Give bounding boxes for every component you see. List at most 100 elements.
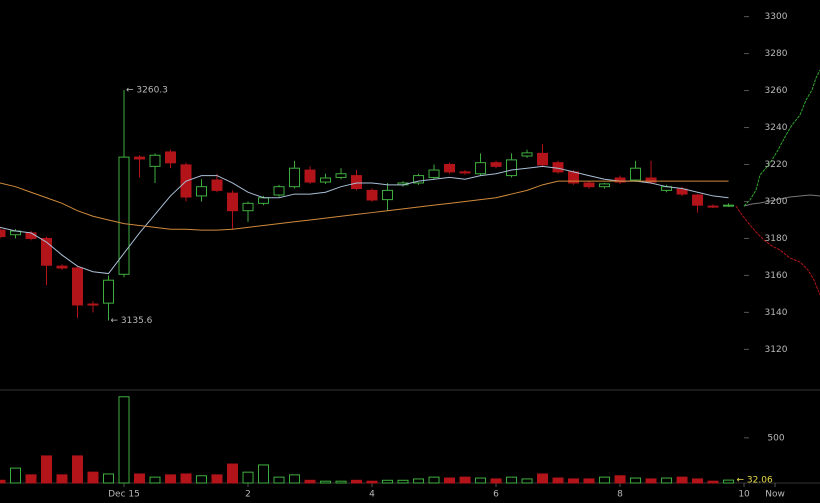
y-tick-label: 3160 — [765, 271, 788, 281]
y-tick-label: 3120 — [765, 345, 788, 355]
y-tick-label: 3260 — [765, 86, 788, 96]
volume-bar — [180, 473, 192, 484]
volume-bar — [583, 478, 595, 484]
volume-bar — [444, 477, 456, 484]
volume-bar — [397, 479, 409, 484]
volume-bar — [707, 480, 719, 484]
candle-body — [583, 182, 595, 188]
volume-tick-label: 500 — [767, 433, 784, 443]
depth-bid — [743, 69, 820, 207]
candle-body — [366, 189, 378, 201]
volume-bar — [289, 474, 301, 484]
y-tick-label: 3140 — [765, 308, 788, 318]
candle-body — [506, 159, 518, 177]
candle-body — [459, 171, 471, 174]
volume-bar — [475, 477, 487, 484]
volume-bar — [103, 473, 115, 484]
candle-body — [676, 188, 688, 195]
candle-body — [242, 202, 254, 212]
depth-ask — [735, 205, 820, 296]
depth-mid — [743, 194, 820, 207]
candle-body — [134, 156, 146, 160]
volume-bar — [568, 478, 580, 484]
moving-average — [0, 180, 729, 231]
volume-bar — [490, 478, 502, 484]
candle-body — [165, 151, 177, 164]
volume-bar — [676, 476, 688, 484]
candle-body — [211, 179, 223, 191]
candle-body — [444, 164, 456, 173]
y-tick-label: 3180 — [765, 234, 788, 244]
y-tick-label: 3300 — [765, 12, 788, 22]
candle-body — [273, 186, 285, 196]
y-tick-label: 3220 — [765, 160, 788, 170]
candle-body — [0, 229, 6, 238]
volume-bar — [320, 480, 332, 484]
x-tick-label: 2 — [245, 490, 251, 500]
candle-body — [118, 156, 130, 275]
volume-bar — [723, 479, 735, 484]
candle-body — [196, 186, 208, 197]
candle-body — [56, 265, 68, 269]
volume-bar — [72, 455, 84, 484]
candle-body — [87, 303, 99, 306]
volume-bar — [335, 480, 347, 484]
candle-body — [521, 152, 533, 157]
volume-bar — [87, 471, 99, 484]
x-tick-label: Now — [765, 490, 785, 500]
low-annotation: ← 3135.6 — [111, 316, 153, 326]
candle-body — [413, 175, 425, 184]
candle-body — [382, 189, 394, 201]
volume-bar — [258, 464, 270, 484]
candle-body — [227, 192, 239, 212]
volume-bar — [537, 473, 549, 484]
candle-body — [258, 197, 270, 204]
volume-bar — [149, 476, 161, 484]
volume-bar — [366, 480, 378, 484]
volume-bar — [692, 478, 704, 484]
volume-bar — [211, 474, 223, 484]
depth-lines — [735, 69, 820, 296]
candle-body — [351, 175, 363, 190]
candle-body — [72, 267, 84, 306]
volume-bar — [242, 471, 254, 484]
volume-bar — [227, 463, 239, 484]
candle-body — [614, 177, 626, 183]
candle-body — [707, 205, 719, 208]
volume-bar — [506, 476, 518, 484]
volume-bar — [134, 473, 146, 484]
y-tick-label: 3200 — [765, 197, 788, 207]
candle-body — [149, 154, 161, 167]
x-tick-label: 10 — [738, 490, 750, 500]
volume-annotation: ← 32.06 — [737, 476, 773, 486]
x-tick-label: 6 — [493, 490, 499, 500]
candle-body — [723, 204, 735, 207]
x-tick-label: 8 — [617, 490, 623, 500]
candle-body — [630, 167, 642, 181]
volume-bar — [196, 475, 208, 484]
candle-body — [320, 177, 332, 183]
volume-bar — [428, 476, 440, 484]
candle-body — [103, 279, 115, 304]
candle-body — [475, 162, 487, 175]
volume-bar — [41, 455, 53, 484]
x-tick-label: Dec 15 — [108, 490, 140, 500]
candle-body — [692, 194, 704, 206]
volume-bar — [382, 479, 394, 484]
candle-body — [490, 162, 502, 167]
volume-bar — [10, 467, 22, 484]
volume-bar — [630, 477, 642, 484]
volume-bar — [413, 478, 425, 484]
candle-body — [599, 183, 611, 188]
candle-body — [41, 237, 53, 266]
volume-bar — [25, 474, 37, 484]
volume-bar — [56, 474, 68, 484]
high-annotation: ← 3260.3 — [126, 86, 168, 96]
volume-bar — [645, 478, 657, 484]
volume-bar — [165, 474, 177, 484]
y-tick-label: 3240 — [765, 123, 788, 133]
candle-body — [645, 177, 657, 183]
volume-bar — [273, 476, 285, 484]
candle-body — [537, 152, 549, 166]
